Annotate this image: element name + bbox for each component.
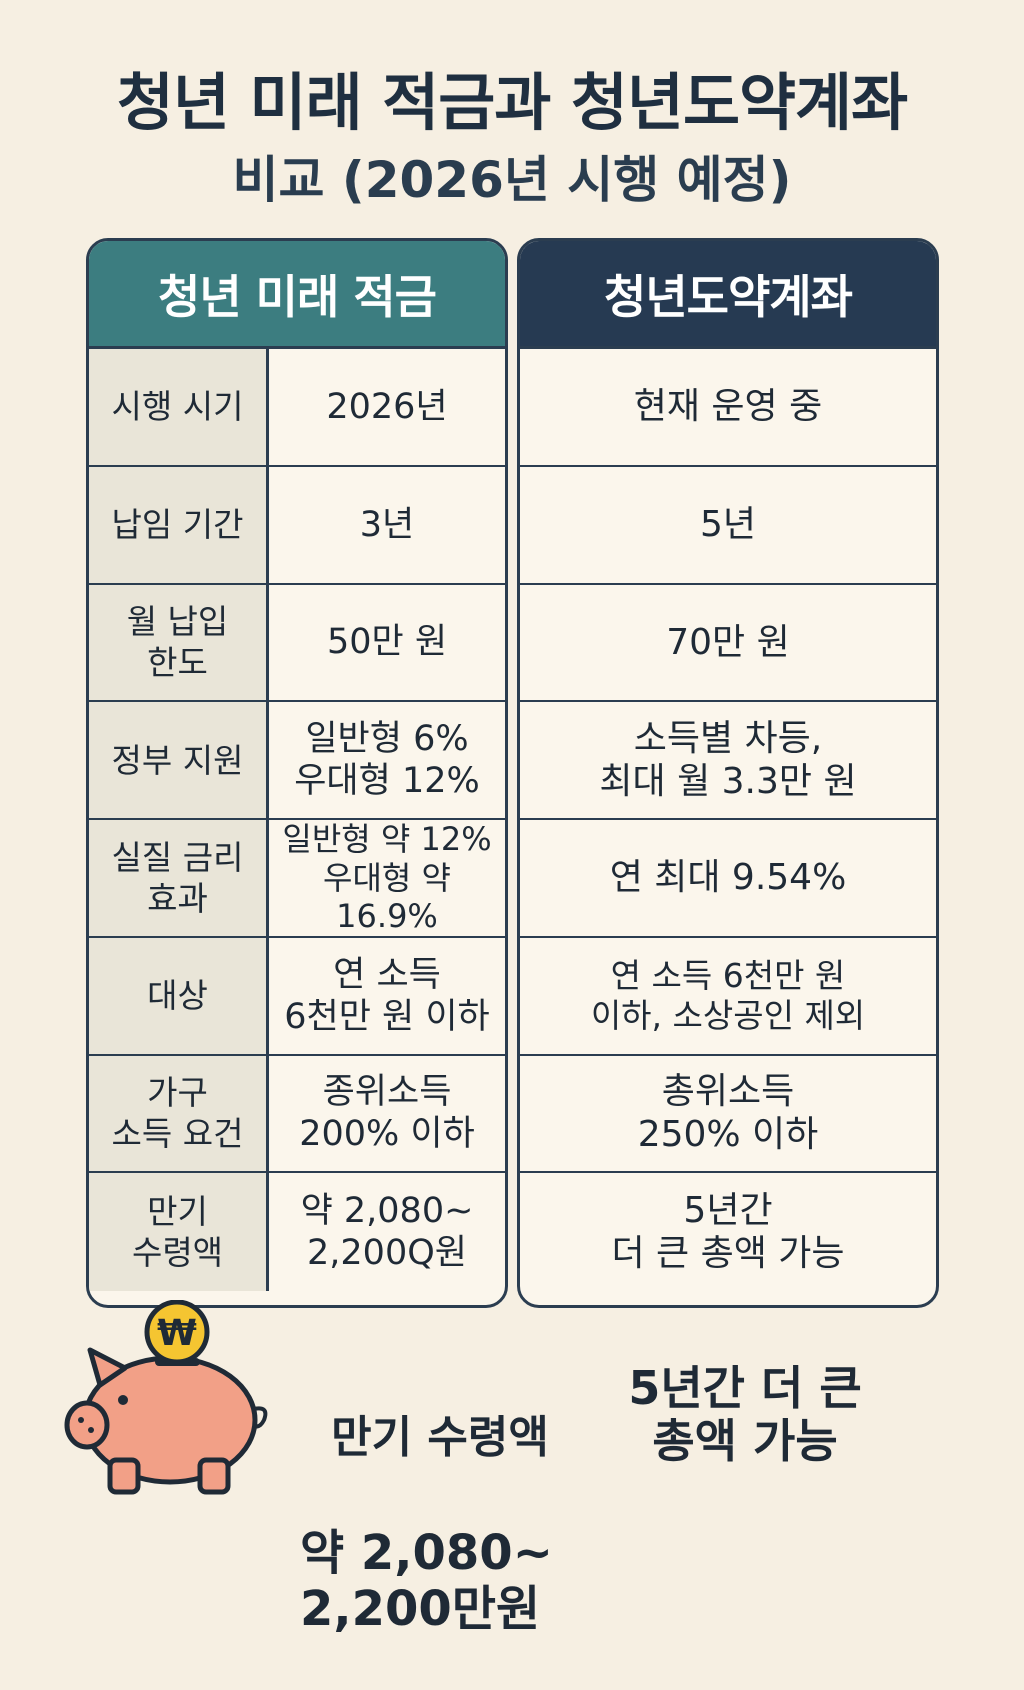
table-row: 5년 (520, 467, 936, 585)
table-row: 대상 연 소득 6천만 원 이하 (89, 937, 505, 1056)
maturity-amount-title: 만기 수령액 (331, 1411, 549, 1463)
row-label: 납임 기간 (89, 466, 269, 583)
row-value: 연 최대 9.54% (609, 857, 847, 899)
row-value: 총위소득 250% 이하 (637, 1071, 819, 1156)
five-year-summary: 5년간 더 큰 총액 가능 (628, 1361, 862, 1468)
table-row: 연 소득 6천만 원 이하, 소상공인 제외 (520, 938, 936, 1056)
row-value: 연 소득 6천만 원 이하, 소상공인 제외 (590, 956, 866, 1035)
row-value: 현재 운영 중 (633, 386, 823, 428)
page-title: 청년 미래 적금과 청년도약계좌 (116, 66, 908, 139)
row-value: 50만 원 (326, 622, 448, 663)
row-value: 연 소득 6천만 원 이하 (284, 954, 490, 1037)
row-label: 만기 수령액 (89, 1173, 269, 1291)
youth-leap-header: 청년도약계좌 (520, 241, 936, 349)
table-row: 소득별 차등, 최대 월 3.3만 원 (520, 702, 936, 820)
row-value: 5년간 더 큰 총액 가능 (611, 1189, 845, 1275)
row-value: 종위소득 200% 이하 (299, 1072, 475, 1155)
table-row: 70만 원 (520, 585, 936, 703)
future-savings-card: 청년 미래 적금 시행 시기 2026년 납임 기간 3년 월 납입 한도 50… (86, 238, 508, 1308)
youth-leap-card: 청년도약계좌 현재 운영 중 5년 70만 원 소득별 차등, 최대 월 3.3… (517, 238, 939, 1308)
future-savings-header: 청년 미래 적금 (89, 241, 505, 349)
row-value: 소득별 차등, 최대 월 3.3만 원 (599, 717, 857, 803)
row-value: 일반형 6% 우대형 12% (294, 719, 480, 802)
row-label: 가구 소득 요건 (89, 1055, 269, 1172)
maturity-amount-value: 약 2,080~ 2,200만원 (300, 1525, 553, 1637)
row-value: 일반형 약 12% 우대형 약 16.9% (282, 820, 492, 936)
table-row: 납임 기간 3년 (89, 466, 505, 585)
row-label: 실질 금리 효과 (89, 820, 269, 936)
row-label: 월 납입 한도 (89, 584, 269, 701)
table-row: 연 최대 9.54% (520, 820, 936, 938)
row-label: 시행 시기 (89, 349, 269, 465)
table-row: 현재 운영 중 (520, 349, 936, 467)
won-coin-symbol: ₩ (157, 1313, 197, 1354)
row-value: 5년 (699, 504, 757, 546)
table-row: 월 납입 한도 50만 원 (89, 584, 505, 703)
table-row: 총위소득 250% 이하 (520, 1056, 936, 1174)
row-value: 70만 원 (666, 621, 790, 663)
table-row: 5년간 더 큰 총액 가능 (520, 1173, 936, 1291)
page-subtitle: 비교 (2026년 시행 예정) (232, 151, 792, 209)
table-row: 만기 수령액 약 2,080~ 2,200Q원 (89, 1173, 505, 1291)
row-label: 대상 (89, 937, 269, 1054)
table-row: 시행 시기 2026년 (89, 349, 505, 467)
table-row: 실질 금리 효과 일반형 약 12% 우대형 약 16.9% (89, 820, 505, 938)
row-label: 정부 지원 (89, 702, 269, 818)
table-row: 정부 지원 일반형 6% 우대형 12% (89, 702, 505, 820)
table-row: 가구 소득 요건 종위소득 200% 이하 (89, 1055, 505, 1174)
row-value: 약 2,080~ 2,200Q원 (300, 1191, 474, 1274)
row-value: 3년 (359, 504, 415, 545)
maturity-amount-summary: 만기 수령액 약 2,080~ 2,200만원 (290, 1360, 590, 1690)
piggy-bank-icon: ₩ (64, 1300, 268, 1495)
row-value: 2026년 (326, 386, 448, 427)
